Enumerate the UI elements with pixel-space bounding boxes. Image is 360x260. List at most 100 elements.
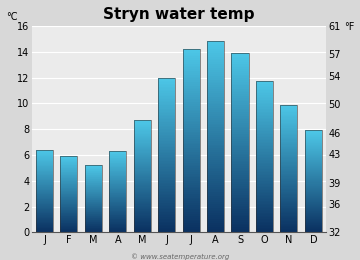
Bar <box>60 175 77 176</box>
Bar <box>183 181 200 183</box>
Bar <box>36 218 53 219</box>
Bar <box>60 170 77 171</box>
Bar <box>280 151 297 152</box>
Bar <box>134 213 151 214</box>
Bar <box>134 226 151 227</box>
Bar <box>183 80 200 82</box>
Bar <box>158 133 175 135</box>
Bar <box>231 164 248 166</box>
Bar <box>109 195 126 196</box>
Bar <box>305 187 322 188</box>
Bar <box>256 104 273 106</box>
Bar <box>231 105 248 107</box>
Bar <box>231 162 248 164</box>
Bar <box>36 214 53 215</box>
Bar <box>207 227 224 229</box>
Bar <box>158 211 175 212</box>
Bar <box>183 51 200 53</box>
Bar <box>60 212 77 213</box>
Bar <box>134 193 151 194</box>
Bar <box>305 179 322 180</box>
Bar <box>280 216 297 217</box>
Bar <box>231 58 248 60</box>
Bar <box>134 211 151 212</box>
Bar <box>256 177 273 178</box>
Bar <box>207 43 224 45</box>
Bar <box>109 190 126 191</box>
Bar <box>183 67 200 69</box>
Bar <box>158 203 175 205</box>
Bar <box>60 163 77 164</box>
Bar <box>134 231 151 232</box>
Bar <box>36 154 53 155</box>
Bar <box>183 152 200 154</box>
Bar <box>158 118 175 119</box>
Bar <box>183 64 200 66</box>
Bar <box>60 160 77 161</box>
Bar <box>305 220 322 221</box>
Bar <box>60 216 77 217</box>
Bar <box>158 189 175 191</box>
Bar <box>280 203 297 204</box>
Bar <box>36 166 53 167</box>
Bar <box>305 148 322 149</box>
Bar <box>158 209 175 211</box>
Bar <box>207 194 224 196</box>
Bar <box>183 84 200 86</box>
Bar <box>231 191 248 193</box>
Bar <box>305 133 322 134</box>
Bar <box>60 208 77 209</box>
Bar <box>183 187 200 188</box>
Bar <box>305 161 322 162</box>
Bar <box>207 41 224 232</box>
Bar <box>134 175 151 176</box>
Bar <box>207 131 224 133</box>
Bar <box>231 75 248 76</box>
Bar <box>158 116 175 118</box>
Bar <box>280 132 297 133</box>
Bar <box>60 195 77 196</box>
Bar <box>207 78 224 80</box>
Bar <box>256 186 273 187</box>
Bar <box>305 166 322 167</box>
Bar <box>85 185 102 186</box>
Bar <box>207 93 224 95</box>
Bar <box>231 80 248 82</box>
Bar <box>256 107 273 109</box>
Bar <box>256 174 273 175</box>
Bar <box>85 224 102 225</box>
Bar <box>231 145 248 146</box>
Bar <box>231 188 248 189</box>
Bar <box>280 122 297 124</box>
Bar <box>36 170 53 171</box>
Bar <box>158 101 175 102</box>
Bar <box>207 204 224 206</box>
Bar <box>85 219 102 220</box>
Bar <box>305 229 322 230</box>
Bar <box>256 124 273 125</box>
Bar <box>305 146 322 147</box>
Bar <box>158 92 175 93</box>
Bar <box>134 212 151 213</box>
Bar <box>85 211 102 212</box>
Bar <box>60 156 77 157</box>
Bar <box>256 226 273 228</box>
Bar <box>134 148 151 149</box>
Bar <box>60 181 77 182</box>
Bar <box>158 95 175 96</box>
Bar <box>207 170 224 171</box>
Bar <box>36 155 53 156</box>
Bar <box>158 77 175 79</box>
Bar <box>134 163 151 164</box>
Bar <box>183 141 200 143</box>
Bar <box>183 128 200 130</box>
Bar <box>85 192 102 193</box>
Bar <box>256 131 273 133</box>
Bar <box>231 150 248 152</box>
Bar <box>36 174 53 175</box>
Bar <box>158 135 175 136</box>
Bar <box>85 175 102 176</box>
Bar <box>183 143 200 145</box>
Bar <box>109 172 126 173</box>
Bar <box>183 183 200 185</box>
